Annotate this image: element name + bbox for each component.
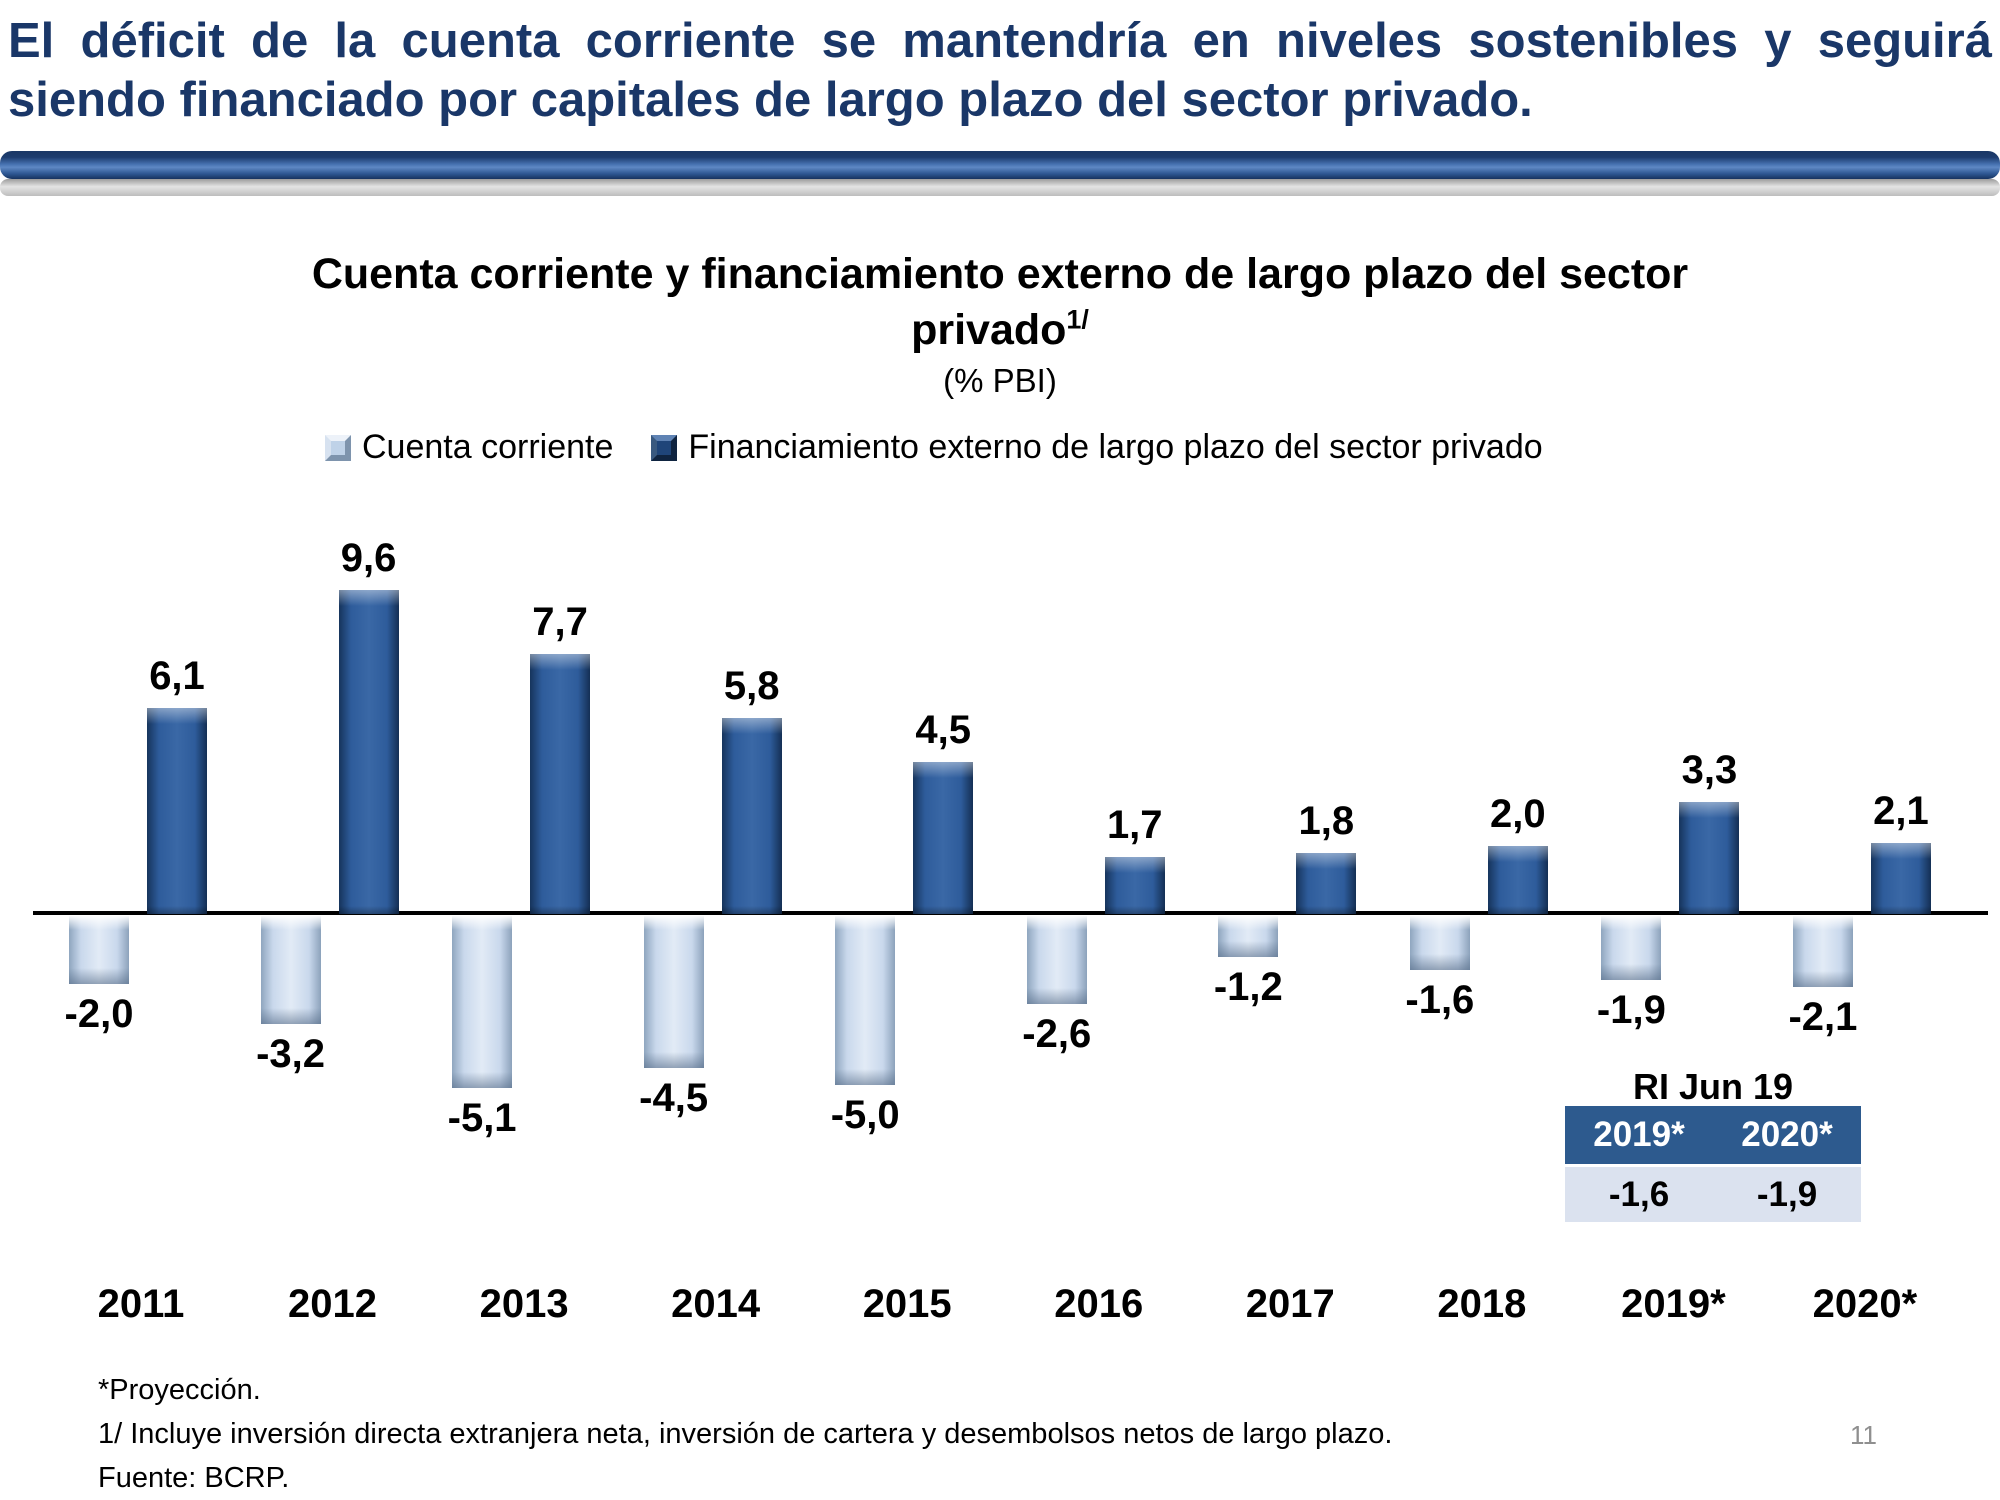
ri-table-header-row: 2019* 2020* [1565,1106,1861,1164]
value-label-financiamiento-2016: 1,7 [1106,802,1163,847]
bar-cuenta-corriente-2018 [1409,916,1470,971]
ri-table-title: RI Jun 19 [1632,1066,1794,1107]
footnote-proyeccion: *Proyección. [98,1374,261,1406]
bar-cuenta-corriente-2012 [260,916,321,1025]
x-axis-label-2020*: 2020* [1812,1282,1918,1326]
ri-table-value-2020: -1,9 [1756,1174,1818,1214]
legend-swatch-dark-icon [651,434,678,461]
chart-subtitle: (% PBI) [943,362,1057,399]
bar-financiamiento-2020* [1870,843,1931,914]
ri-table-header-2019: 2019* [1593,1115,1685,1154]
ri-table-value-2019: -1,6 [1608,1174,1670,1214]
bar-cuenta-corriente-2016 [1026,916,1087,1004]
x-axis-label-2019*: 2019* [1621,1282,1726,1326]
bar-cuenta-corriente-2014 [643,916,704,1069]
bar-financiamiento-2014 [721,717,782,915]
value-label-financiamiento-2011: 6,1 [149,653,205,698]
value-label-cuenta-corriente-2011: -2,0 [64,991,134,1036]
bar-financiamiento-2012 [338,589,399,915]
legend-label: Financiamiento externo de largo plazo de… [688,428,1543,466]
chart-title: Cuenta corriente y financiamiento extern… [0,246,2000,358]
slide-title-line1: El déficit de la cuenta corriente se man… [8,14,1992,68]
slide-title: El déficit de la cuenta corriente se man… [8,12,1992,130]
value-label-financiamiento-2018: 2,0 [1490,792,1546,837]
bar-cuenta-corriente-2015 [835,916,896,1085]
value-label-financiamiento-2013: 7,7 [532,599,588,644]
title-divider-bar [0,151,2000,179]
bar-financiamiento-2017 [1296,853,1357,914]
value-label-cuenta-corriente-2018: -1,6 [1405,978,1475,1023]
legend-item-financiamiento: Financiamiento externo de largo plazo de… [651,428,1543,467]
chart-title-line2-text: privado [911,306,1067,354]
bar-cuenta-corriente-2017 [1218,916,1279,957]
bar-financiamiento-2016 [1104,856,1165,915]
bar-financiamiento-2011 [147,707,207,915]
value-label-cuenta-corriente-2019*: -1,9 [1596,988,1666,1033]
bar-cuenta-corriente-2013 [452,916,513,1089]
ri-table: 2019* 2020* -1,6 -1,9 [1565,1106,1861,1222]
value-label-financiamiento-2012: 9,6 [340,535,397,580]
value-label-financiamiento-2019*: 3,3 [1681,748,1738,793]
chart-title-line1: Cuenta corriente y financiamiento extern… [311,250,1689,298]
ri-table-header-2020: 2020* [1741,1115,1833,1154]
footnote-definicion: 1/ Incluye inversión directa extranjera … [98,1418,1393,1450]
page-number: 11 [1850,1420,1877,1450]
value-label-financiamiento-2015: 4,5 [915,707,971,752]
bar-financiamiento-2018 [1487,846,1548,914]
value-label-cuenta-corriente-2012: -3,2 [256,1032,326,1077]
chart-title-line2: privado1/ [0,302,2000,358]
x-axis-label-2014: 2014 [671,1282,761,1326]
x-axis-label-2012: 2012 [288,1282,378,1326]
value-label-financiamiento-2014: 5,8 [723,663,780,708]
ri-table-value-row: -1,6 -1,9 [1565,1164,1861,1222]
x-axis-label-2016: 2016 [1054,1282,1144,1326]
legend-label: Cuenta corriente [362,428,614,466]
x-axis-label-2015: 2015 [862,1282,952,1326]
x-axis-label-2018: 2018 [1437,1282,1527,1326]
bar-cuenta-corriente-2011 [69,916,129,984]
bar-cuenta-corriente-2019* [1601,916,1662,981]
bar-financiamiento-2019* [1679,802,1740,914]
legend-item-cuenta-corriente: Cuenta corriente [325,428,613,467]
footnote-marker: 1/ [1066,304,1089,335]
x-axis-label-2013: 2013 [479,1282,569,1326]
value-label-cuenta-corriente-2017: -1,2 [1213,964,1283,1009]
x-axis-label-2017: 2017 [1245,1282,1335,1326]
value-label-cuenta-corriente-2020*: -2,1 [1788,994,1858,1039]
value-label-financiamiento-2017: 1,8 [1298,799,1355,844]
chart-legend: Cuenta corriente Financiamiento externo … [325,428,1543,467]
value-label-cuenta-corriente-2013: -5,1 [447,1096,517,1141]
value-label-cuenta-corriente-2016: -2,6 [1022,1011,1092,1056]
slide-title-line2: siendo financiado por capitales de largo… [8,73,1533,127]
bar-financiamiento-2013 [530,653,591,915]
legend-swatch-light-icon [325,434,351,461]
x-axis-line [33,911,1988,915]
bar-cuenta-corriente-2020* [1792,916,1853,987]
footnote-fuente: Fuente: BCRP. [98,1462,290,1494]
value-label-cuenta-corriente-2015: -5,0 [830,1093,900,1137]
title-divider-shadow [0,179,2000,196]
value-label-financiamiento-2020*: 2,1 [1873,789,1929,834]
footnotes: *Proyección. 1/ Incluye inversión direct… [98,1368,1392,1500]
value-label-cuenta-corriente-2014: -4,5 [639,1076,709,1121]
x-axis-label-2011: 2011 [97,1282,185,1326]
bar-financiamiento-2015 [913,761,974,915]
